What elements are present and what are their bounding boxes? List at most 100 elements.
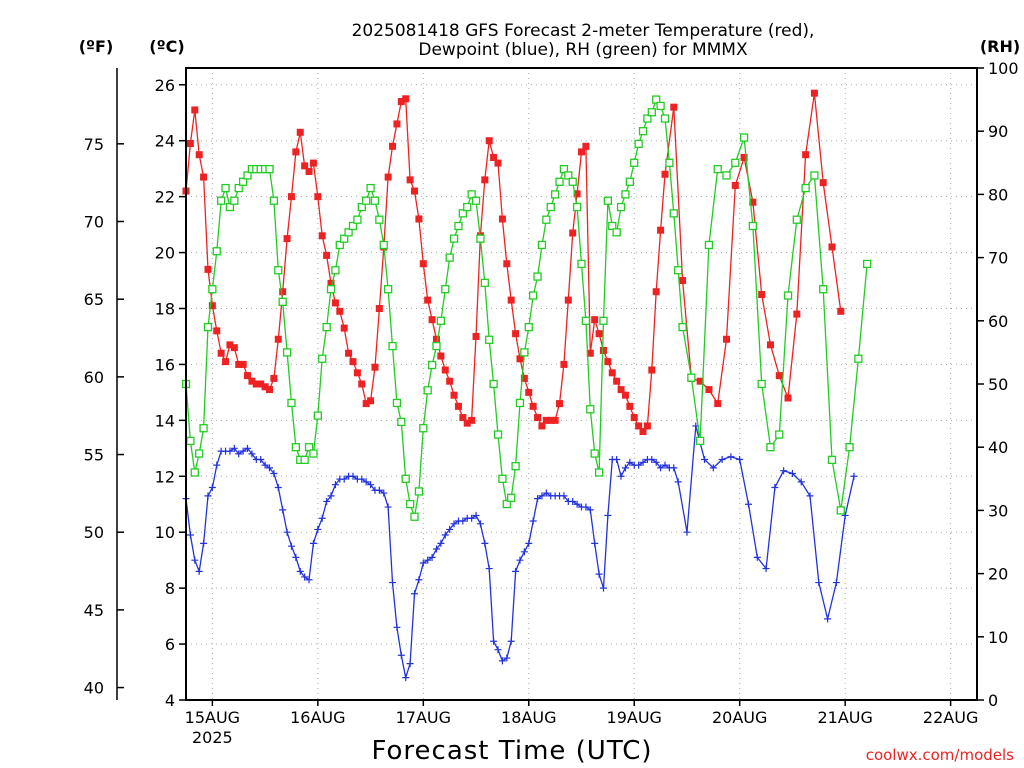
temperature-marker	[208, 302, 216, 310]
dewpoint-marker	[841, 511, 849, 519]
rh-marker	[392, 398, 402, 408]
temperature-marker	[613, 377, 621, 385]
dewpoint-marker	[599, 584, 607, 592]
rh-marker	[463, 202, 472, 212]
temperature-marker	[507, 296, 515, 304]
temperature-marker	[340, 324, 348, 332]
temperature-marker	[367, 397, 375, 405]
rh-marker	[410, 512, 419, 521]
x-tick-label: 20AUG	[712, 708, 767, 727]
series-line-dewpoint	[185, 425, 855, 678]
rh-marker	[845, 443, 854, 452]
temperature-marker	[468, 416, 476, 424]
dewpoint-marker	[428, 553, 436, 561]
dewpoint-marker	[265, 464, 273, 472]
temperature-marker	[784, 394, 792, 402]
dewpoint-marker	[534, 495, 542, 503]
dewpoint-marker	[520, 548, 528, 556]
rh-axis: 0 10 20 30 40 50 60 70 80 90 100	[977, 59, 1019, 710]
dewpoint-marker	[301, 573, 309, 581]
dewpoint-marker	[542, 489, 550, 497]
temperature-marker	[766, 341, 774, 349]
celsius-tick-label: 8	[165, 579, 175, 598]
rh-marker	[810, 171, 819, 180]
rh-marker	[603, 196, 613, 205]
temperature-marker	[534, 414, 542, 422]
temperature-marker	[560, 360, 568, 368]
celsius-tick-label: 22	[155, 188, 175, 207]
dewpoint-marker	[437, 539, 445, 547]
temperature-marker	[437, 352, 445, 360]
temperature-marker	[542, 416, 550, 424]
rh-marker	[652, 95, 661, 104]
temperature-marker	[556, 400, 564, 408]
dewpoint-marker	[709, 464, 717, 472]
dewpoint-marker	[516, 556, 524, 564]
rh-marker	[572, 202, 582, 212]
rh-marker	[238, 177, 248, 186]
temperature-marker	[547, 416, 555, 424]
dewpoint-marker	[349, 472, 357, 480]
rh-marker	[322, 322, 331, 332]
rh-marker	[186, 436, 195, 446]
temperature-marker	[520, 374, 528, 382]
dewpoint-marker	[279, 506, 287, 514]
fahrenheit-tick-label: 45	[84, 601, 104, 620]
x-tick-label: 22AUG	[923, 708, 978, 727]
temperature-marker	[604, 358, 612, 366]
rh-marker	[608, 221, 617, 231]
dewpoint-marker	[604, 511, 612, 519]
temperature-marker	[204, 265, 212, 273]
temperature-marker	[402, 95, 410, 103]
rh-marker	[564, 171, 573, 180]
dewpoint-marker	[367, 481, 375, 489]
dewpoint-marker	[850, 472, 858, 480]
rh-marker	[722, 171, 731, 180]
grid	[186, 68, 977, 701]
dewpoint-marker	[411, 590, 419, 598]
dewpoint-marker	[402, 674, 410, 682]
rh-marker	[304, 443, 314, 452]
dewpoint-marker	[450, 520, 458, 528]
series-dewpoint	[182, 422, 858, 682]
rh-marker	[366, 183, 375, 193]
temperature-marker	[608, 369, 616, 377]
rh-marker	[230, 196, 239, 205]
rh-marker	[520, 348, 529, 357]
dewpoint-marker	[635, 461, 643, 469]
temperature-marker	[639, 428, 647, 436]
rh-marker	[515, 398, 525, 408]
rh-unit-label: (RH)	[980, 37, 1020, 56]
temperature-marker	[261, 383, 269, 391]
temperature-marker	[230, 344, 238, 352]
dewpoint-marker	[287, 542, 295, 550]
temperature-marker	[393, 120, 401, 128]
temperature-marker	[274, 335, 282, 343]
temperature-marker	[450, 391, 458, 399]
rh-marker	[634, 139, 643, 148]
temperature-marker	[362, 400, 370, 408]
series-rh	[181, 95, 872, 521]
dewpoint-marker	[248, 450, 256, 458]
dewpoint-marker	[226, 447, 234, 455]
temperature-marker	[490, 153, 498, 161]
dewpoint-marker	[771, 483, 779, 491]
dewpoint-marker	[213, 461, 221, 469]
temperature-marker	[252, 380, 260, 388]
fahrenheit-tick-label: 50	[84, 523, 104, 542]
dewpoint-marker	[274, 483, 282, 491]
series	[181, 89, 872, 682]
temperature-marker	[235, 360, 243, 368]
rh-marker	[660, 114, 670, 123]
rh-marker	[485, 335, 494, 344]
temperature-marker	[810, 89, 818, 97]
temperature-marker	[327, 279, 335, 287]
dewpoint-marker	[753, 553, 761, 561]
temperature-marker	[217, 349, 225, 357]
dewpoint-marker	[591, 539, 599, 547]
series-line-temperature	[185, 93, 842, 433]
rh-marker	[348, 221, 358, 231]
rh-marker	[221, 183, 230, 193]
temperature-marker	[749, 198, 757, 206]
